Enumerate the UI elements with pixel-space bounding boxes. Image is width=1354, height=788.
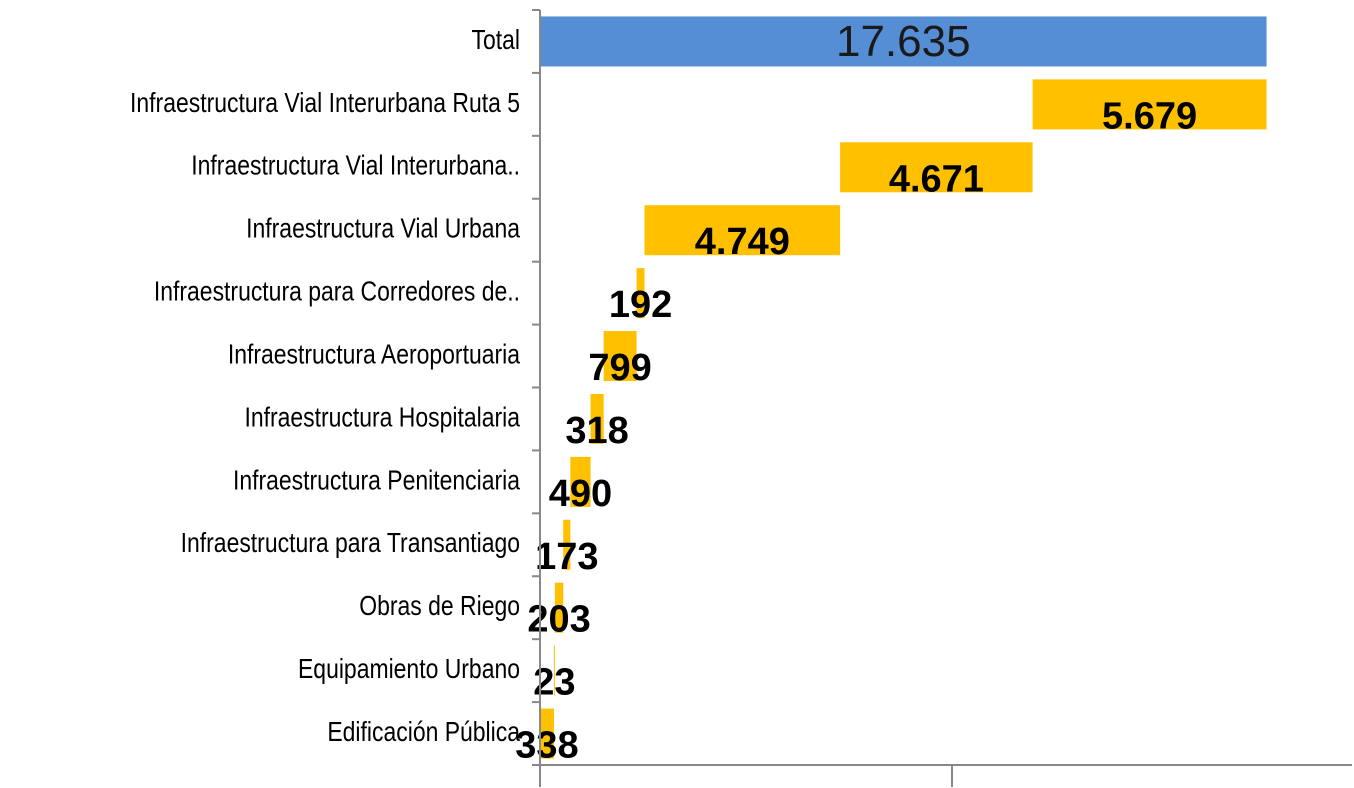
category-label: Equipamiento Urbano: [298, 654, 520, 685]
total-value-label: 17.635: [836, 17, 971, 66]
value-label: 173: [535, 536, 598, 578]
category-label: Edificación Pública: [327, 717, 520, 748]
value-label: 192: [609, 284, 672, 326]
bar: [644, 205, 841, 256]
value-label: 799: [588, 347, 651, 389]
bar: [590, 393, 604, 444]
value-label: 338: [515, 725, 578, 767]
bar: [540, 708, 554, 759]
bar: [636, 268, 645, 319]
value-label: 5.679: [1102, 95, 1197, 137]
value-label: 4.749: [695, 221, 790, 263]
value-label: 318: [565, 410, 628, 452]
category-label: Infraestructura Hospitalaria: [244, 402, 520, 433]
category-label: Infraestructura para Corredores de..: [154, 276, 520, 307]
bar: [603, 331, 637, 382]
category-label: Infraestructura para Transantiago: [181, 528, 520, 559]
category-label: Total: [472, 25, 520, 56]
bar: [840, 142, 1033, 193]
category-label: Infraestructura Penitenciaria: [233, 465, 521, 496]
bar: [554, 582, 564, 633]
value-label: 203: [527, 599, 590, 641]
bar: [1032, 79, 1267, 130]
category-label: Obras de Riego: [359, 591, 520, 622]
bar: [553, 645, 555, 696]
value-label: 4.671: [889, 158, 984, 200]
category-label: Infraestructura Vial Interurbana Ruta 5: [130, 88, 520, 119]
category-label: Infraestructura Vial Urbana: [246, 214, 521, 245]
bar: [570, 456, 591, 507]
total-bar: [540, 16, 1267, 67]
bar: [563, 519, 571, 570]
category-label: Infraestructura Aeroportuaria: [228, 339, 521, 370]
category-label: Infraestructura Vial Interurbana..: [191, 151, 520, 182]
value-label: 490: [549, 473, 612, 515]
